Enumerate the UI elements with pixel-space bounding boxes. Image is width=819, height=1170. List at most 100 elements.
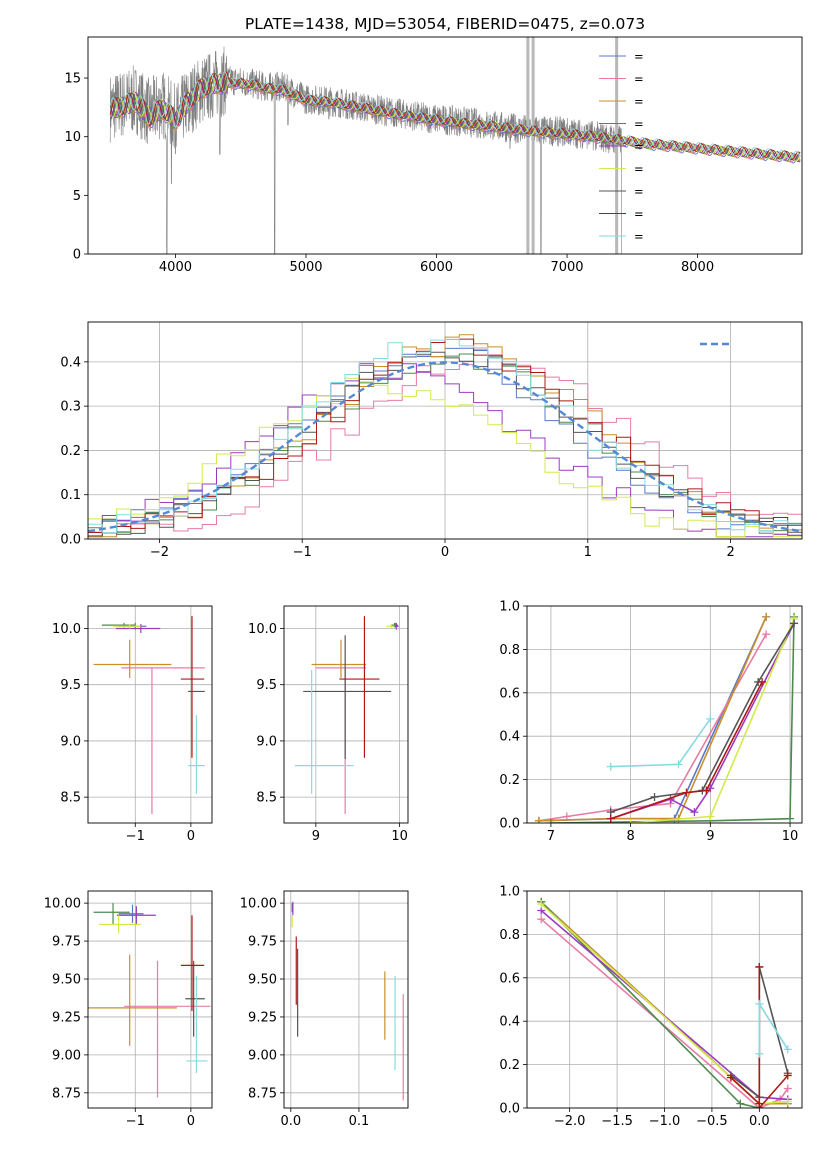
error-point (121, 667, 205, 815)
y-tick-label: 0.6 (499, 971, 520, 986)
series-marker (762, 630, 771, 639)
series-line (758, 1001, 789, 1054)
x-tick-label: 9 (312, 829, 320, 844)
x-tick-label: 0.0 (280, 1114, 301, 1129)
axes-frame (87, 890, 213, 1109)
y-tick-label: 8.75 (52, 1086, 81, 1101)
y-tick-label: 0.8 (499, 643, 520, 658)
error-point (124, 960, 211, 1098)
legend-eq: = (634, 162, 644, 176)
legend-eq: = (634, 72, 644, 86)
axes-frame (87, 36, 803, 255)
error-point (311, 639, 367, 678)
plot-area (88, 334, 802, 538)
y-tick-label: 9.50 (248, 973, 277, 988)
weight-series-6 (626, 615, 799, 823)
axes-frame (526, 890, 803, 1109)
y-tick-label: 0.3 (60, 400, 81, 415)
model-spectrum-7 (110, 72, 801, 161)
series-marker (783, 1097, 792, 1106)
histogram-9 (88, 338, 802, 534)
panel-mass-vs-Z: −1 0 8.75 9.00 9.25 9.50 9.75 10.00 (44, 890, 213, 1129)
y-tick-label: 10.00 (240, 897, 277, 912)
x-tick-label: 0 (187, 829, 195, 844)
y-tick-label: 9.00 (248, 1048, 277, 1063)
histogram-5 (88, 363, 802, 538)
error-point (93, 639, 172, 678)
error-point (116, 906, 156, 925)
gaussian-curve (88, 361, 802, 533)
y-tick-label: 9.75 (52, 935, 81, 950)
series-line (538, 616, 767, 822)
observed-spectrum (109, 46, 622, 254)
axes-frame (87, 321, 803, 540)
y-tick-label: 10.0 (52, 622, 81, 637)
panel-weight-vs-Z: −2.0 −1.5 −1.0 −0.5 0.0 0.0 0.2 0.4 0.6 0.8 1.0 (499, 885, 803, 1129)
x-tick-label: −1 (293, 545, 312, 560)
legend-entry: = (634, 207, 644, 221)
error-point (185, 960, 205, 1037)
plot-area (291, 901, 404, 1101)
y-tick-label: 1.0 (499, 885, 520, 900)
error-point (303, 635, 392, 759)
error-point (339, 616, 380, 758)
axes-frame (526, 605, 803, 824)
y-tick-label: 10 (64, 130, 81, 145)
x-tick-label: 10 (391, 829, 408, 844)
histogram-7 (88, 351, 802, 537)
series-marker (706, 812, 715, 821)
y-tick-label: 9.0 (60, 734, 81, 749)
y-tick-label: 0.4 (499, 1015, 520, 1030)
series-marker (726, 1073, 735, 1082)
y-tick-label: 10.0 (248, 622, 277, 637)
y-tick-label: 10.00 (44, 897, 81, 912)
x-tick-label: −1.0 (649, 1114, 681, 1129)
y-tick-label: 9.75 (248, 935, 277, 950)
legend-eq: = (634, 207, 644, 221)
y-tick-label: 0.0 (60, 533, 81, 548)
series-marker (606, 762, 615, 771)
legend-entry: = (634, 50, 644, 64)
legend-eq: = (634, 95, 644, 109)
y-tick-label: 0.0 (499, 817, 520, 832)
y-tick-label: 8.5 (60, 791, 81, 806)
plot-area (537, 897, 792, 1108)
series-marker (626, 819, 635, 823)
y-tick-label: 0.6 (499, 686, 520, 701)
model-spectrum-8 (109, 71, 801, 161)
series-line (610, 681, 763, 820)
error-point (113, 623, 141, 629)
panel-residuals: −2 −1 0 1 2 0.0 0.1 0.2 0.3 0.4 (60, 321, 803, 560)
error-point (186, 975, 208, 1074)
series-marker (690, 808, 699, 817)
x-tick-label: 4000 (159, 260, 192, 275)
model-spectrum-9 (109, 71, 801, 160)
plot-area (534, 612, 799, 823)
legend-entry: = (634, 162, 644, 176)
legend: = = = = = = = = = (599, 50, 644, 244)
series-marker (534, 816, 543, 823)
y-tick-label: 0.4 (499, 730, 520, 745)
y-tick-label: 1.0 (499, 600, 520, 615)
x-tick-label: 6000 (420, 260, 453, 275)
y-tick-label: 9.50 (52, 973, 81, 988)
plot-area (109, 37, 801, 254)
x-tick-label: 1 (584, 545, 592, 560)
x-tick-label: 8000 (681, 260, 714, 275)
y-tick-label: 0 (73, 248, 81, 263)
x-tick-label: 0 (187, 1114, 195, 1129)
x-tick-label: 0.0 (749, 1114, 770, 1129)
legend-eq: = (634, 230, 644, 244)
y-tick-label: 8.5 (256, 791, 277, 806)
legend-entry: = (634, 140, 644, 154)
plot-area (93, 616, 205, 815)
weight-series-7 (606, 619, 799, 817)
panel-spectrum: 4000 5000 6000 7000 8000 0 5 10 15 = = = = = = = = = (64, 36, 803, 275)
y-tick-label: 8.75 (248, 1086, 277, 1101)
series-marker (755, 999, 764, 1008)
legend-entry: = (634, 230, 644, 244)
series-marker (786, 814, 795, 823)
weight-series-3 (534, 612, 771, 823)
weight-series-8 (726, 962, 792, 1108)
